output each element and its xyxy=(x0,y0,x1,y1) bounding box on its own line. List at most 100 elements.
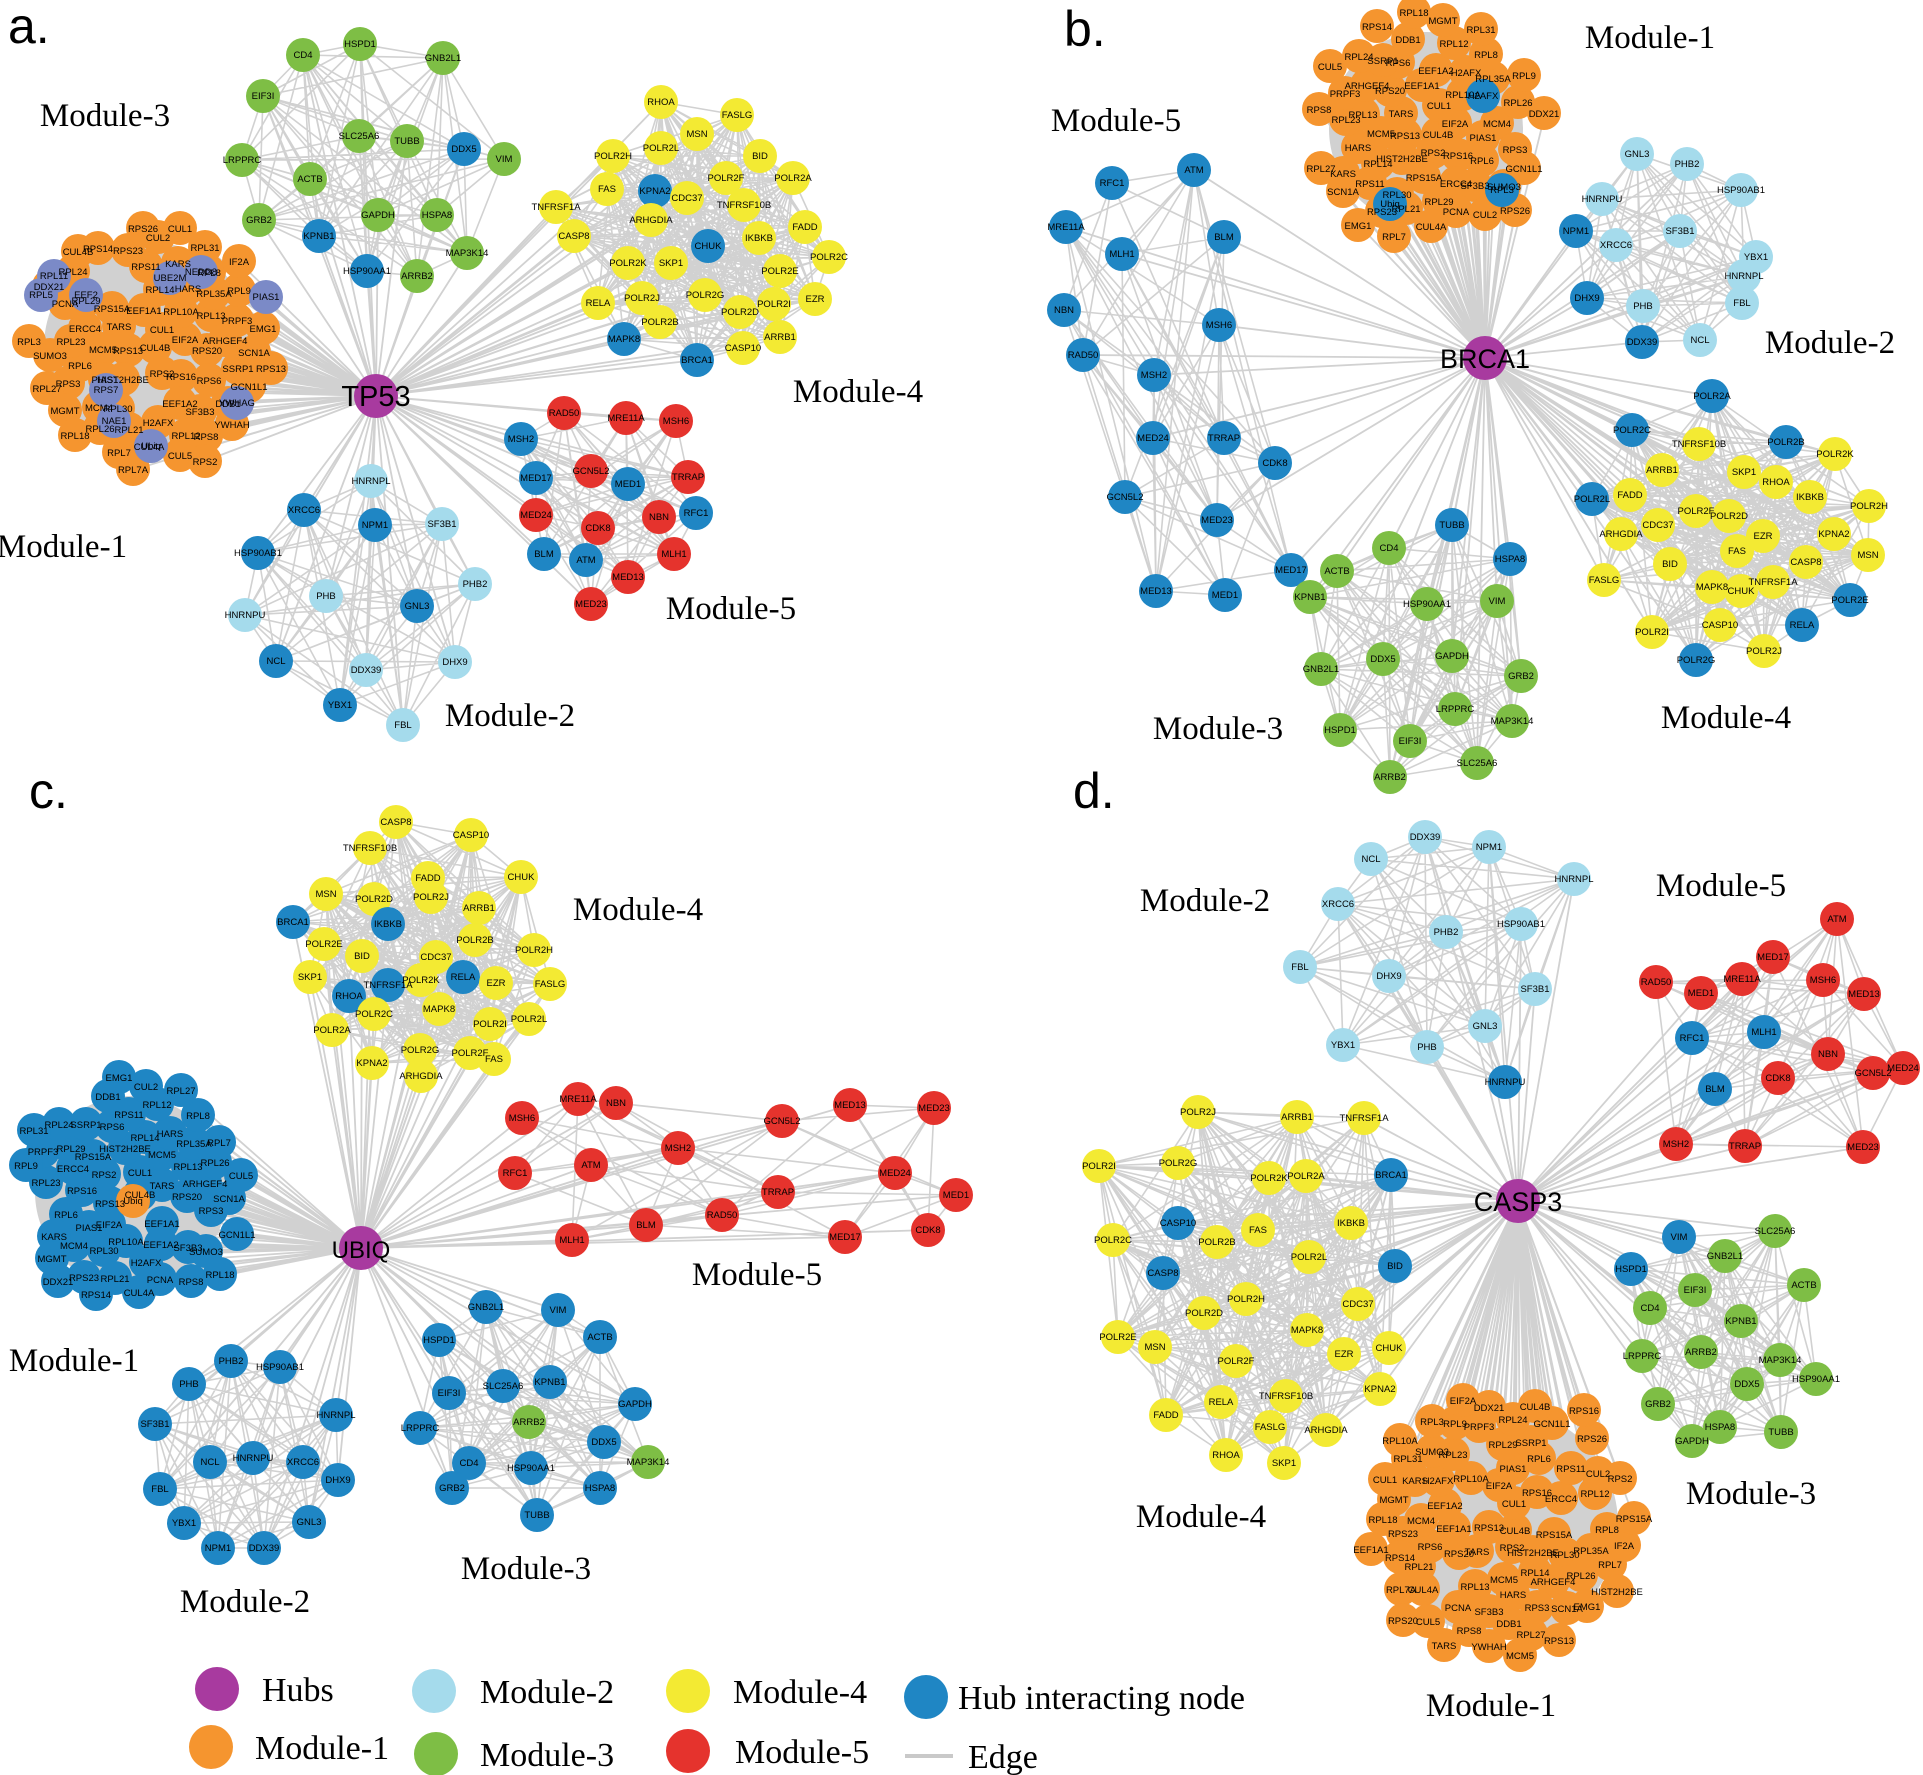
svg-text:YBX1: YBX1 xyxy=(1331,1040,1355,1051)
svg-text:LRPPRC: LRPPRC xyxy=(1623,1351,1662,1362)
svg-text:Module-2: Module-2 xyxy=(480,1674,614,1711)
svg-text:MED1: MED1 xyxy=(1688,988,1714,999)
svg-text:RFC1: RFC1 xyxy=(684,508,709,519)
svg-text:RPL18: RPL18 xyxy=(1368,1515,1397,1526)
svg-text:SSRP1: SSRP1 xyxy=(222,364,253,375)
svg-text:MSN: MSN xyxy=(1144,1342,1165,1353)
svg-text:BID: BID xyxy=(752,151,768,162)
svg-text:RPS20: RPS20 xyxy=(172,1192,202,1203)
svg-text:POLR2J: POLR2J xyxy=(1746,646,1782,657)
svg-text:PHB: PHB xyxy=(179,1379,199,1390)
svg-text:RPL30: RPL30 xyxy=(1550,1550,1579,1561)
svg-text:RPL13: RPL13 xyxy=(1348,110,1377,121)
svg-text:KARS: KARS xyxy=(41,1232,67,1243)
svg-text:RPL26: RPL26 xyxy=(1503,98,1532,109)
svg-text:RPS8: RPS8 xyxy=(1307,105,1332,116)
svg-text:CUL4A: CUL4A xyxy=(1408,1585,1439,1596)
svg-text:HSP90AB1: HSP90AB1 xyxy=(256,1362,304,1373)
svg-text:Module-2: Module-2 xyxy=(1140,883,1270,919)
svg-text:RPS13: RPS13 xyxy=(256,364,286,375)
svg-text:EIF2A: EIF2A xyxy=(1442,119,1469,130)
svg-text:PHB: PHB xyxy=(1633,301,1653,312)
svg-text:POLR2B: POLR2B xyxy=(1198,1237,1236,1248)
svg-text:KPNB1: KPNB1 xyxy=(534,1377,565,1388)
svg-text:FASLG: FASLG xyxy=(1255,1422,1286,1433)
svg-text:ARRB1: ARRB1 xyxy=(764,332,796,343)
svg-text:RPL12: RPL12 xyxy=(1580,1489,1609,1500)
svg-text:POLR2E: POLR2E xyxy=(761,266,799,277)
svg-text:FBL: FBL xyxy=(1733,298,1750,309)
svg-text:ARHGEF4: ARHGEF4 xyxy=(183,1179,228,1190)
svg-text:Module-3: Module-3 xyxy=(1686,1476,1816,1512)
svg-text:ATM: ATM xyxy=(581,1160,600,1171)
svg-text:MSH6: MSH6 xyxy=(663,416,689,427)
svg-text:RPL30: RPL30 xyxy=(89,1246,118,1257)
svg-text:RPS26: RPS26 xyxy=(128,224,158,235)
svg-text:ARRB1: ARRB1 xyxy=(1281,1112,1313,1123)
svg-text:ARHGEF4: ARHGEF4 xyxy=(1345,81,1390,92)
svg-text:GRB2: GRB2 xyxy=(246,215,272,226)
svg-text:VIM: VIM xyxy=(550,1305,567,1316)
svg-text:EZR: EZR xyxy=(806,294,825,305)
svg-text:MED17: MED17 xyxy=(1275,565,1307,576)
svg-text:MAPK8: MAPK8 xyxy=(423,1004,455,1015)
svg-text:HSP90AA1: HSP90AA1 xyxy=(1792,1374,1840,1385)
svg-text:MED23: MED23 xyxy=(1847,1142,1879,1153)
svg-text:TUBB: TUBB xyxy=(524,1510,549,1521)
svg-text:HSP90AB1: HSP90AB1 xyxy=(1717,185,1765,196)
svg-text:FADD: FADD xyxy=(1617,490,1642,501)
svg-text:GCN5L2: GCN5L2 xyxy=(764,1116,801,1127)
svg-text:MGMT: MGMT xyxy=(1379,1495,1408,1506)
svg-text:DDX39: DDX39 xyxy=(351,665,382,676)
svg-text:EEF1A1: EEF1A1 xyxy=(126,306,161,317)
svg-text:CUL1: CUL1 xyxy=(150,325,174,336)
svg-text:CUL2: CUL2 xyxy=(146,233,170,244)
svg-text:MAP3K14: MAP3K14 xyxy=(627,1457,670,1468)
svg-text:HNRNPL: HNRNPL xyxy=(1724,271,1763,282)
svg-text:RPS2: RPS2 xyxy=(1608,1474,1633,1485)
svg-text:MLH1: MLH1 xyxy=(1109,249,1134,260)
svg-text:RPS11: RPS11 xyxy=(131,262,160,273)
svg-text:RPS3: RPS3 xyxy=(1503,145,1528,156)
svg-text:CUL5: CUL5 xyxy=(229,1171,253,1182)
svg-text:Module-1: Module-1 xyxy=(9,1343,139,1379)
svg-text:DHX9: DHX9 xyxy=(442,657,467,668)
svg-text:SF3B3: SF3B3 xyxy=(1474,1607,1503,1618)
svg-text:SF3B1: SF3B1 xyxy=(427,519,456,530)
svg-text:PCNA: PCNA xyxy=(147,1275,174,1286)
svg-text:MCM5: MCM5 xyxy=(1367,129,1395,140)
svg-text:HNRNPL: HNRNPL xyxy=(1554,874,1593,885)
svg-text:RPL6: RPL6 xyxy=(54,1210,78,1221)
svg-text:DDX21: DDX21 xyxy=(34,282,65,293)
svg-text:HSPD1: HSPD1 xyxy=(423,1335,455,1346)
svg-text:CUL4B: CUL4B xyxy=(63,247,94,258)
svg-text:CUL5: CUL5 xyxy=(1318,62,1342,73)
svg-text:TUBB: TUBB xyxy=(1439,520,1464,531)
svg-text:CUL4B: CUL4B xyxy=(1520,1402,1551,1413)
svg-text:CUL1: CUL1 xyxy=(128,1168,152,1179)
svg-text:CASP10: CASP10 xyxy=(453,830,489,841)
svg-text:IF2A: IF2A xyxy=(1614,1541,1635,1552)
svg-text:RPL31: RPL31 xyxy=(1393,1454,1422,1465)
svg-text:LRPPRC: LRPPRC xyxy=(1436,704,1475,715)
svg-text:MRE11A: MRE11A xyxy=(1047,222,1085,233)
svg-text:Module-5: Module-5 xyxy=(1656,868,1786,904)
svg-text:EIF3I: EIF3I xyxy=(438,1388,461,1399)
svg-text:TNFRSF1A: TNFRSF1A xyxy=(531,202,581,213)
svg-text:EIF2A: EIF2A xyxy=(172,335,199,346)
svg-text:BID: BID xyxy=(1387,1261,1403,1272)
svg-text:RPL31: RPL31 xyxy=(19,1126,48,1137)
svg-text:MED1: MED1 xyxy=(1212,590,1238,601)
svg-text:CHUK: CHUK xyxy=(1376,1343,1404,1354)
svg-text:POLR2F: POLR2F xyxy=(1678,506,1715,517)
svg-text:RPL31: RPL31 xyxy=(1466,25,1495,36)
svg-text:POLR2I: POLR2I xyxy=(1082,1161,1116,1172)
svg-text:DDX5: DDX5 xyxy=(591,1437,616,1448)
svg-text:ARRB2: ARRB2 xyxy=(401,271,433,282)
svg-text:DDB1: DDB1 xyxy=(1496,1619,1521,1630)
svg-text:TARS: TARS xyxy=(1432,1641,1457,1652)
svg-text:MSN: MSN xyxy=(1857,550,1878,561)
svg-text:BLM: BLM xyxy=(1214,232,1234,243)
svg-text:RPL30: RPL30 xyxy=(1382,190,1411,201)
svg-text:RPS13: RPS13 xyxy=(113,346,143,357)
